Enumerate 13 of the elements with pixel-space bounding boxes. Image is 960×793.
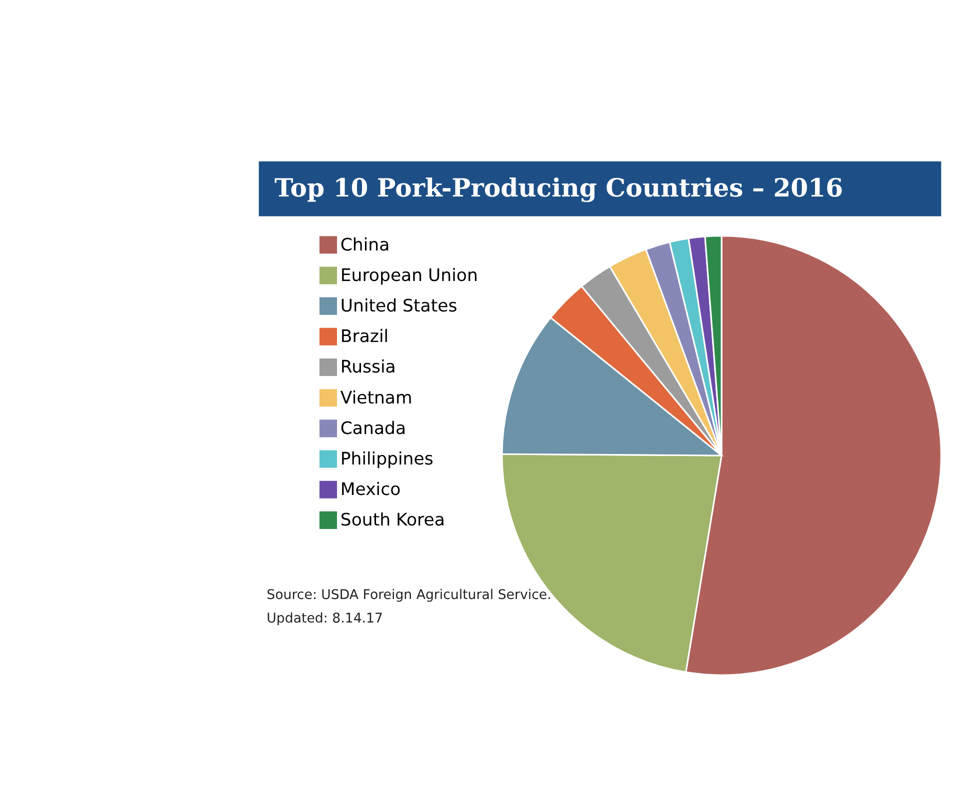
legend-label: European Union xyxy=(340,266,478,286)
legend-label: Mexico xyxy=(340,480,401,500)
text: Updated: 8.14.17 xyxy=(266,612,384,627)
legend-label: China xyxy=(340,235,390,256)
legend-label: Vietnam xyxy=(340,388,412,408)
legend-label: Philippines xyxy=(340,450,434,470)
legend-label: Canada xyxy=(340,418,406,439)
legend-label: South Korea xyxy=(340,510,445,531)
chart-title: Top 10 Pork-Producing Countries – 2016 xyxy=(274,172,844,203)
legend-label: Russia xyxy=(340,358,396,378)
source-note: Source: USDA Foreign Agricultural Service. xyxy=(266,588,552,604)
legend-label: Brazil xyxy=(340,327,389,348)
legend-label: United States xyxy=(340,296,458,317)
